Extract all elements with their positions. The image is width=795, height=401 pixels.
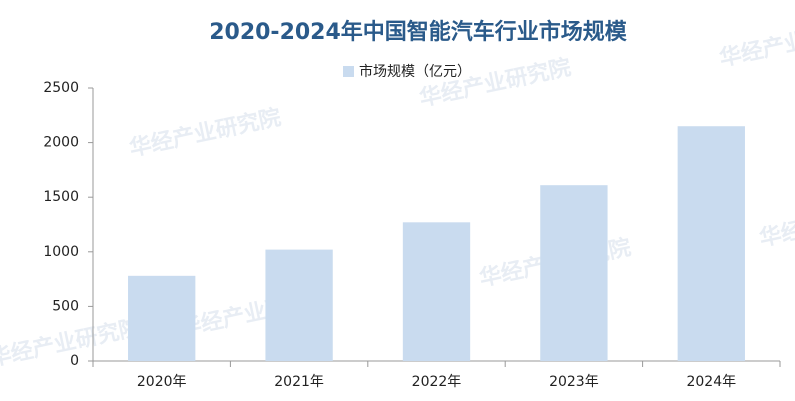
bar xyxy=(128,275,196,361)
bar xyxy=(677,126,745,361)
x-tick-label: 2021年 xyxy=(274,374,324,390)
x-tick-label: 2022年 xyxy=(412,374,462,390)
y-tick-label: 1500 xyxy=(43,189,79,205)
legend-swatch xyxy=(343,66,354,77)
x-tick-label: 2020年 xyxy=(137,374,187,390)
watermark: 华经产业研究院 xyxy=(417,54,573,111)
y-tick-label: 1000 xyxy=(43,244,79,260)
chart-title: 2020-2024年中国智能汽车行业市场规模 xyxy=(209,19,628,45)
y-tick-label: 2000 xyxy=(43,135,79,151)
watermark: 华经产业研究院 xyxy=(717,14,795,71)
legend-label: 市场规模（亿元） xyxy=(359,63,471,80)
watermark: 华经产业研究院 xyxy=(127,104,283,161)
y-tick-label: 500 xyxy=(52,298,79,314)
y-tick-label: 2500 xyxy=(43,80,79,96)
bar xyxy=(540,185,608,361)
watermark: 华经产业研究院 xyxy=(757,194,795,251)
bar xyxy=(265,249,333,361)
x-tick-label: 2024年 xyxy=(686,374,736,390)
bar xyxy=(402,222,471,361)
x-tick-label: 2023年 xyxy=(549,374,599,390)
y-tick-label: 0 xyxy=(70,353,79,369)
